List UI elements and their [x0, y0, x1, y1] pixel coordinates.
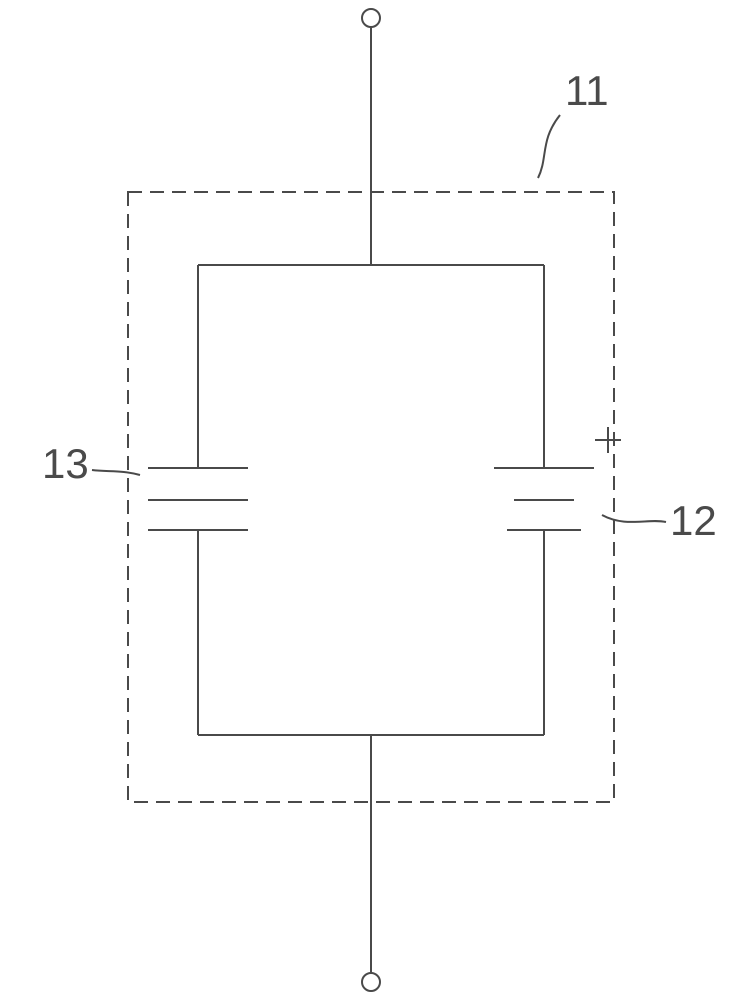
module-boundary — [128, 192, 614, 802]
terminal-top — [362, 9, 380, 27]
label-l13-lead — [92, 470, 140, 475]
label-l11-lead — [538, 115, 560, 178]
terminal-bottom — [362, 973, 380, 991]
label-l13: 13 — [42, 440, 89, 487]
label-l12-lead — [602, 515, 666, 522]
label-l12: 12 — [670, 497, 717, 544]
label-l11: 11 — [565, 67, 609, 114]
